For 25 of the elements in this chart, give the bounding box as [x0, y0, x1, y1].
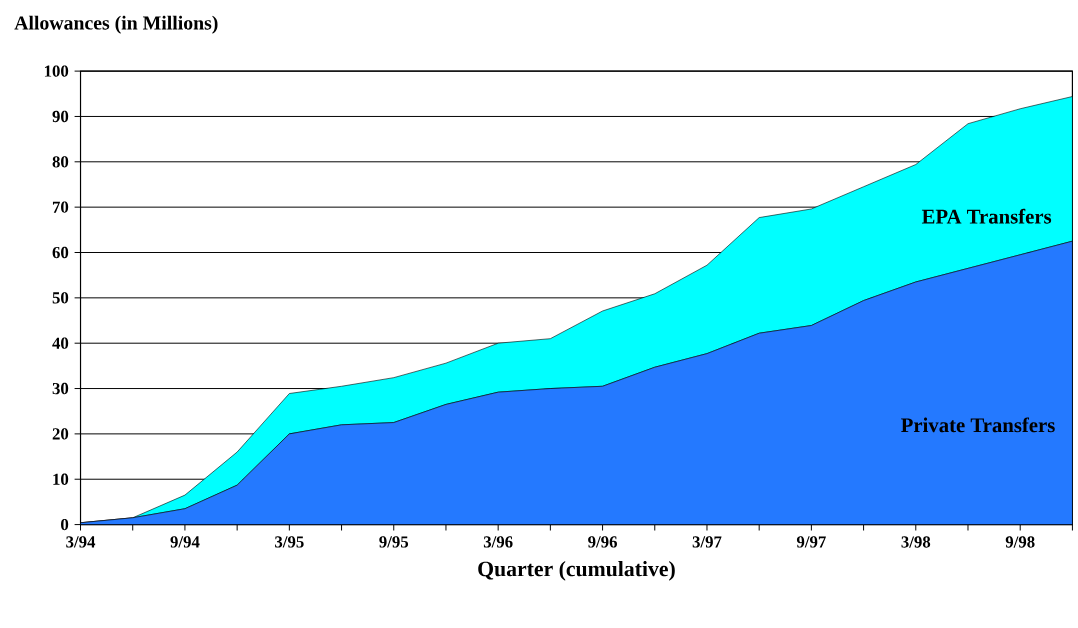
- y-tick-label: 80: [52, 155, 69, 168]
- x-tick-label: 3/98: [901, 536, 931, 548]
- y-tick-label: 90: [52, 110, 69, 122]
- y-axis-title: Allowances (in Millions): [14, 15, 218, 34]
- x-tick-label: 9/97: [796, 536, 826, 548]
- x-tick-label: 3/97: [692, 536, 722, 548]
- y-tick-label: 100: [44, 65, 69, 77]
- y-tick-label: 70: [52, 201, 69, 213]
- y-tick-label: 20: [52, 428, 69, 440]
- series-label: Private Transfers: [901, 417, 1055, 433]
- x-tick-label: 9/95: [379, 536, 409, 548]
- y-tick-label: 0: [61, 518, 69, 531]
- y-tick-label: 30: [52, 382, 69, 395]
- x-tick-label: 3/96: [483, 536, 513, 548]
- x-tick-label: 9/98: [1005, 536, 1035, 548]
- y-tick-label: 10: [53, 473, 69, 485]
- series-label: EPA Transfers: [921, 208, 1052, 224]
- y-tick-label: 50: [52, 292, 69, 304]
- x-tick-label: 9/94: [170, 536, 200, 548]
- x-tick-label: 9/96: [588, 536, 618, 548]
- x-tick-label: 3/95: [275, 536, 304, 548]
- x-axis-title: Quarter (cumulative): [478, 560, 675, 581]
- y-tick-label: 40: [52, 337, 69, 349]
- x-tick-label: 3/94: [66, 536, 96, 548]
- y-tick-label: 60: [52, 246, 69, 259]
